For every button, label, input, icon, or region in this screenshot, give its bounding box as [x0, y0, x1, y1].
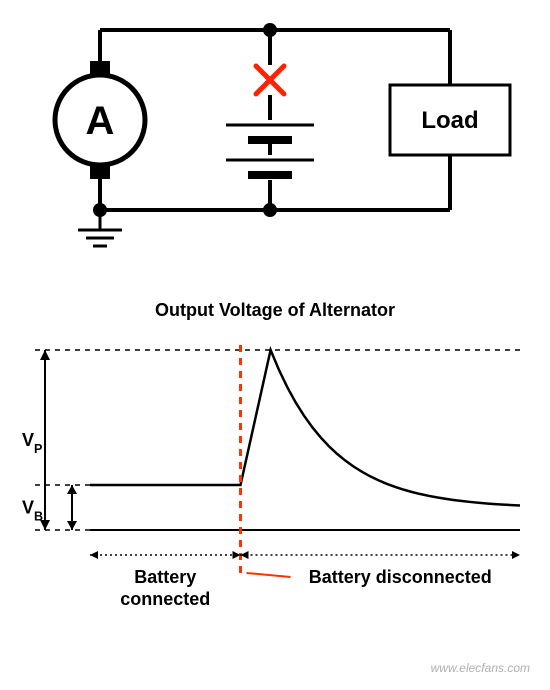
- watermark: www.elecfans.com: [431, 661, 530, 675]
- load-label: Load: [421, 107, 478, 134]
- node-top-mid: [263, 23, 277, 37]
- region-left-label: Battery: [134, 567, 196, 587]
- voltage-curve: [90, 350, 520, 505]
- node-bot-mid: [263, 203, 277, 217]
- chart-title: Output Voltage of Alternator: [0, 300, 550, 321]
- diagram-container: A Load Output Voltage of Alternator VP VB B…: [0, 0, 550, 690]
- circuit-diagram: A Load: [20, 10, 530, 290]
- svg-text:connected: connected: [120, 589, 210, 609]
- vb-label: VB: [22, 498, 43, 524]
- voltage-chart: VP VB Batteryconnected Battery disconnected: [20, 330, 530, 660]
- alternator-label: A: [86, 99, 115, 143]
- region-right-label: Battery disconnected: [309, 567, 492, 587]
- vp-label: VP: [22, 430, 42, 456]
